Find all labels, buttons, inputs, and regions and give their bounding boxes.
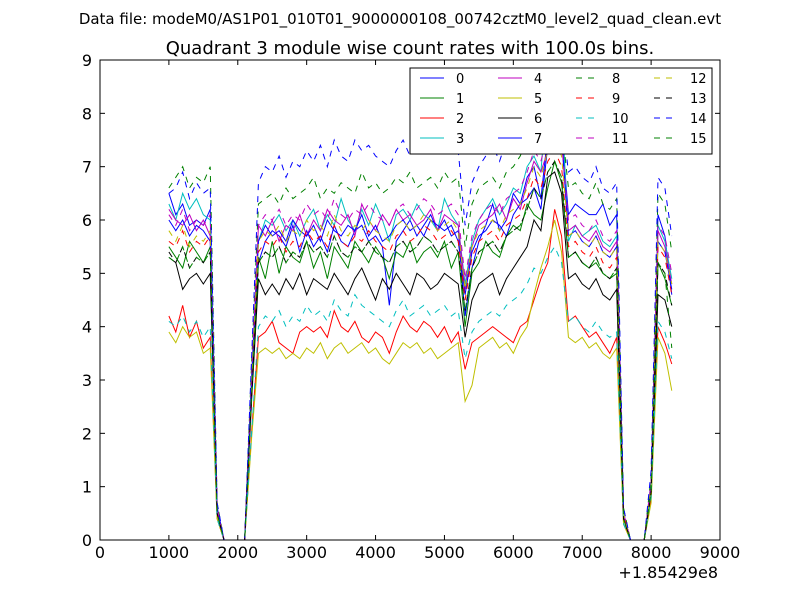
axis-layer: 0 1000 2000 3000 4000 5000 6000 7000 8000 9000012… [82,51,741,562]
series-line-8 [168,106,673,540]
x-tick-label: 8000 [631,543,672,562]
legend-label-5: 5 [534,92,542,107]
chart-suptitle: Data file: modeM0/AS1P01_010T01_90000001… [79,10,721,29]
legend-label-9: 9 [612,92,620,107]
legend-label-11: 11 [612,132,629,147]
x-tick-label: 1000 [149,543,190,562]
series-line-12 [168,138,673,540]
legend-label-0: 0 [456,72,464,87]
x-tick-label: 2000 [217,543,258,562]
legend-label-13: 13 [690,92,707,107]
legend-label-4: 4 [534,72,542,87]
series-line-15 [168,160,673,540]
series-line-10 [168,245,673,540]
legend-label-10: 10 [612,112,629,127]
series-line-2 [168,209,673,540]
x-tick-label: 4000 [355,543,396,562]
series-line-5 [168,219,673,540]
x-tick-label: 6000 [493,543,534,562]
series-layer [168,86,673,540]
y-tick-label: 1 [82,478,92,497]
plot-frame [99,59,721,541]
x-tick-label: 5000 [424,543,465,562]
y-tick-label: 2 [82,424,92,443]
y-tick-label: 5 [82,264,92,283]
legend-label-15: 15 [690,132,707,147]
x-tick-label: 0 [95,543,105,562]
chart-title: Quadrant 3 module wise count rates with … [166,38,655,59]
x-offset-label: +1.85429e8 [618,563,718,582]
legend-label-8: 8 [612,72,620,87]
y-tick-label: 4 [82,318,92,337]
x-tick-label: 7000 [562,543,603,562]
legend-label-6: 6 [534,112,542,127]
y-tick-label: 0 [82,531,92,550]
y-tick-label: 3 [82,371,92,390]
x-tick-label: 9000 [700,543,741,562]
x-tick-label: 3000 [286,543,327,562]
legend-label-1: 1 [456,92,464,107]
legend-label-2: 2 [456,112,464,127]
legend-label-3: 3 [456,132,464,147]
y-tick-label: 9 [82,51,92,70]
y-tick-label: 7 [82,158,92,177]
legend-label-12: 12 [690,72,707,87]
y-tick-label: 6 [82,211,92,230]
legend-label-14: 14 [690,112,707,127]
y-tick-label: 8 [82,104,92,123]
legend-box [409,67,713,155]
legend-label-7: 7 [534,132,542,147]
